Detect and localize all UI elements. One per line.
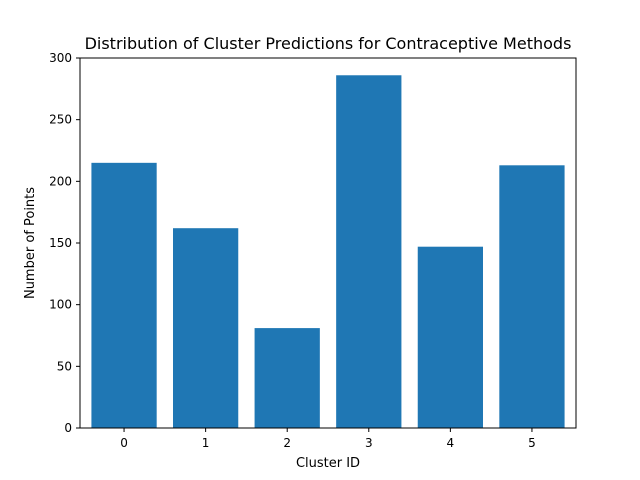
bars-layer	[91, 75, 565, 429]
y-tick-label: 100	[49, 298, 72, 312]
bar-cluster-0	[91, 162, 157, 428]
y-tick-label: 50	[57, 359, 72, 373]
x-tick-label: 4	[447, 436, 455, 450]
x-tick-label: 0	[120, 436, 128, 450]
bar-cluster-1	[173, 228, 239, 428]
plot-frame	[79, 57, 577, 429]
y-axis: 0 50 100 150 200 250 300	[49, 51, 80, 435]
bar-cluster-2	[254, 328, 320, 428]
x-tick-label: 2	[283, 436, 291, 450]
x-tick-label: 3	[365, 436, 373, 450]
y-axis-label: Number of Points	[23, 187, 38, 299]
y-tick-label: 250	[49, 113, 72, 127]
y-tick-label: 0	[64, 421, 72, 435]
y-tick-label: 150	[49, 236, 72, 250]
x-axis-label: Cluster ID	[296, 456, 360, 471]
y-tick-label: 200	[49, 174, 72, 188]
x-axis: 0 1 2 3 4 5	[120, 428, 536, 450]
x-tick-label: 5	[528, 436, 536, 450]
chart-title: Distribution of Cluster Predictions for …	[85, 34, 572, 53]
bar-cluster-4	[417, 246, 483, 428]
bar-cluster-5	[499, 165, 565, 429]
y-tick-label: 300	[49, 51, 72, 65]
x-tick-label: 1	[202, 436, 210, 450]
bar-cluster-3	[336, 75, 402, 429]
